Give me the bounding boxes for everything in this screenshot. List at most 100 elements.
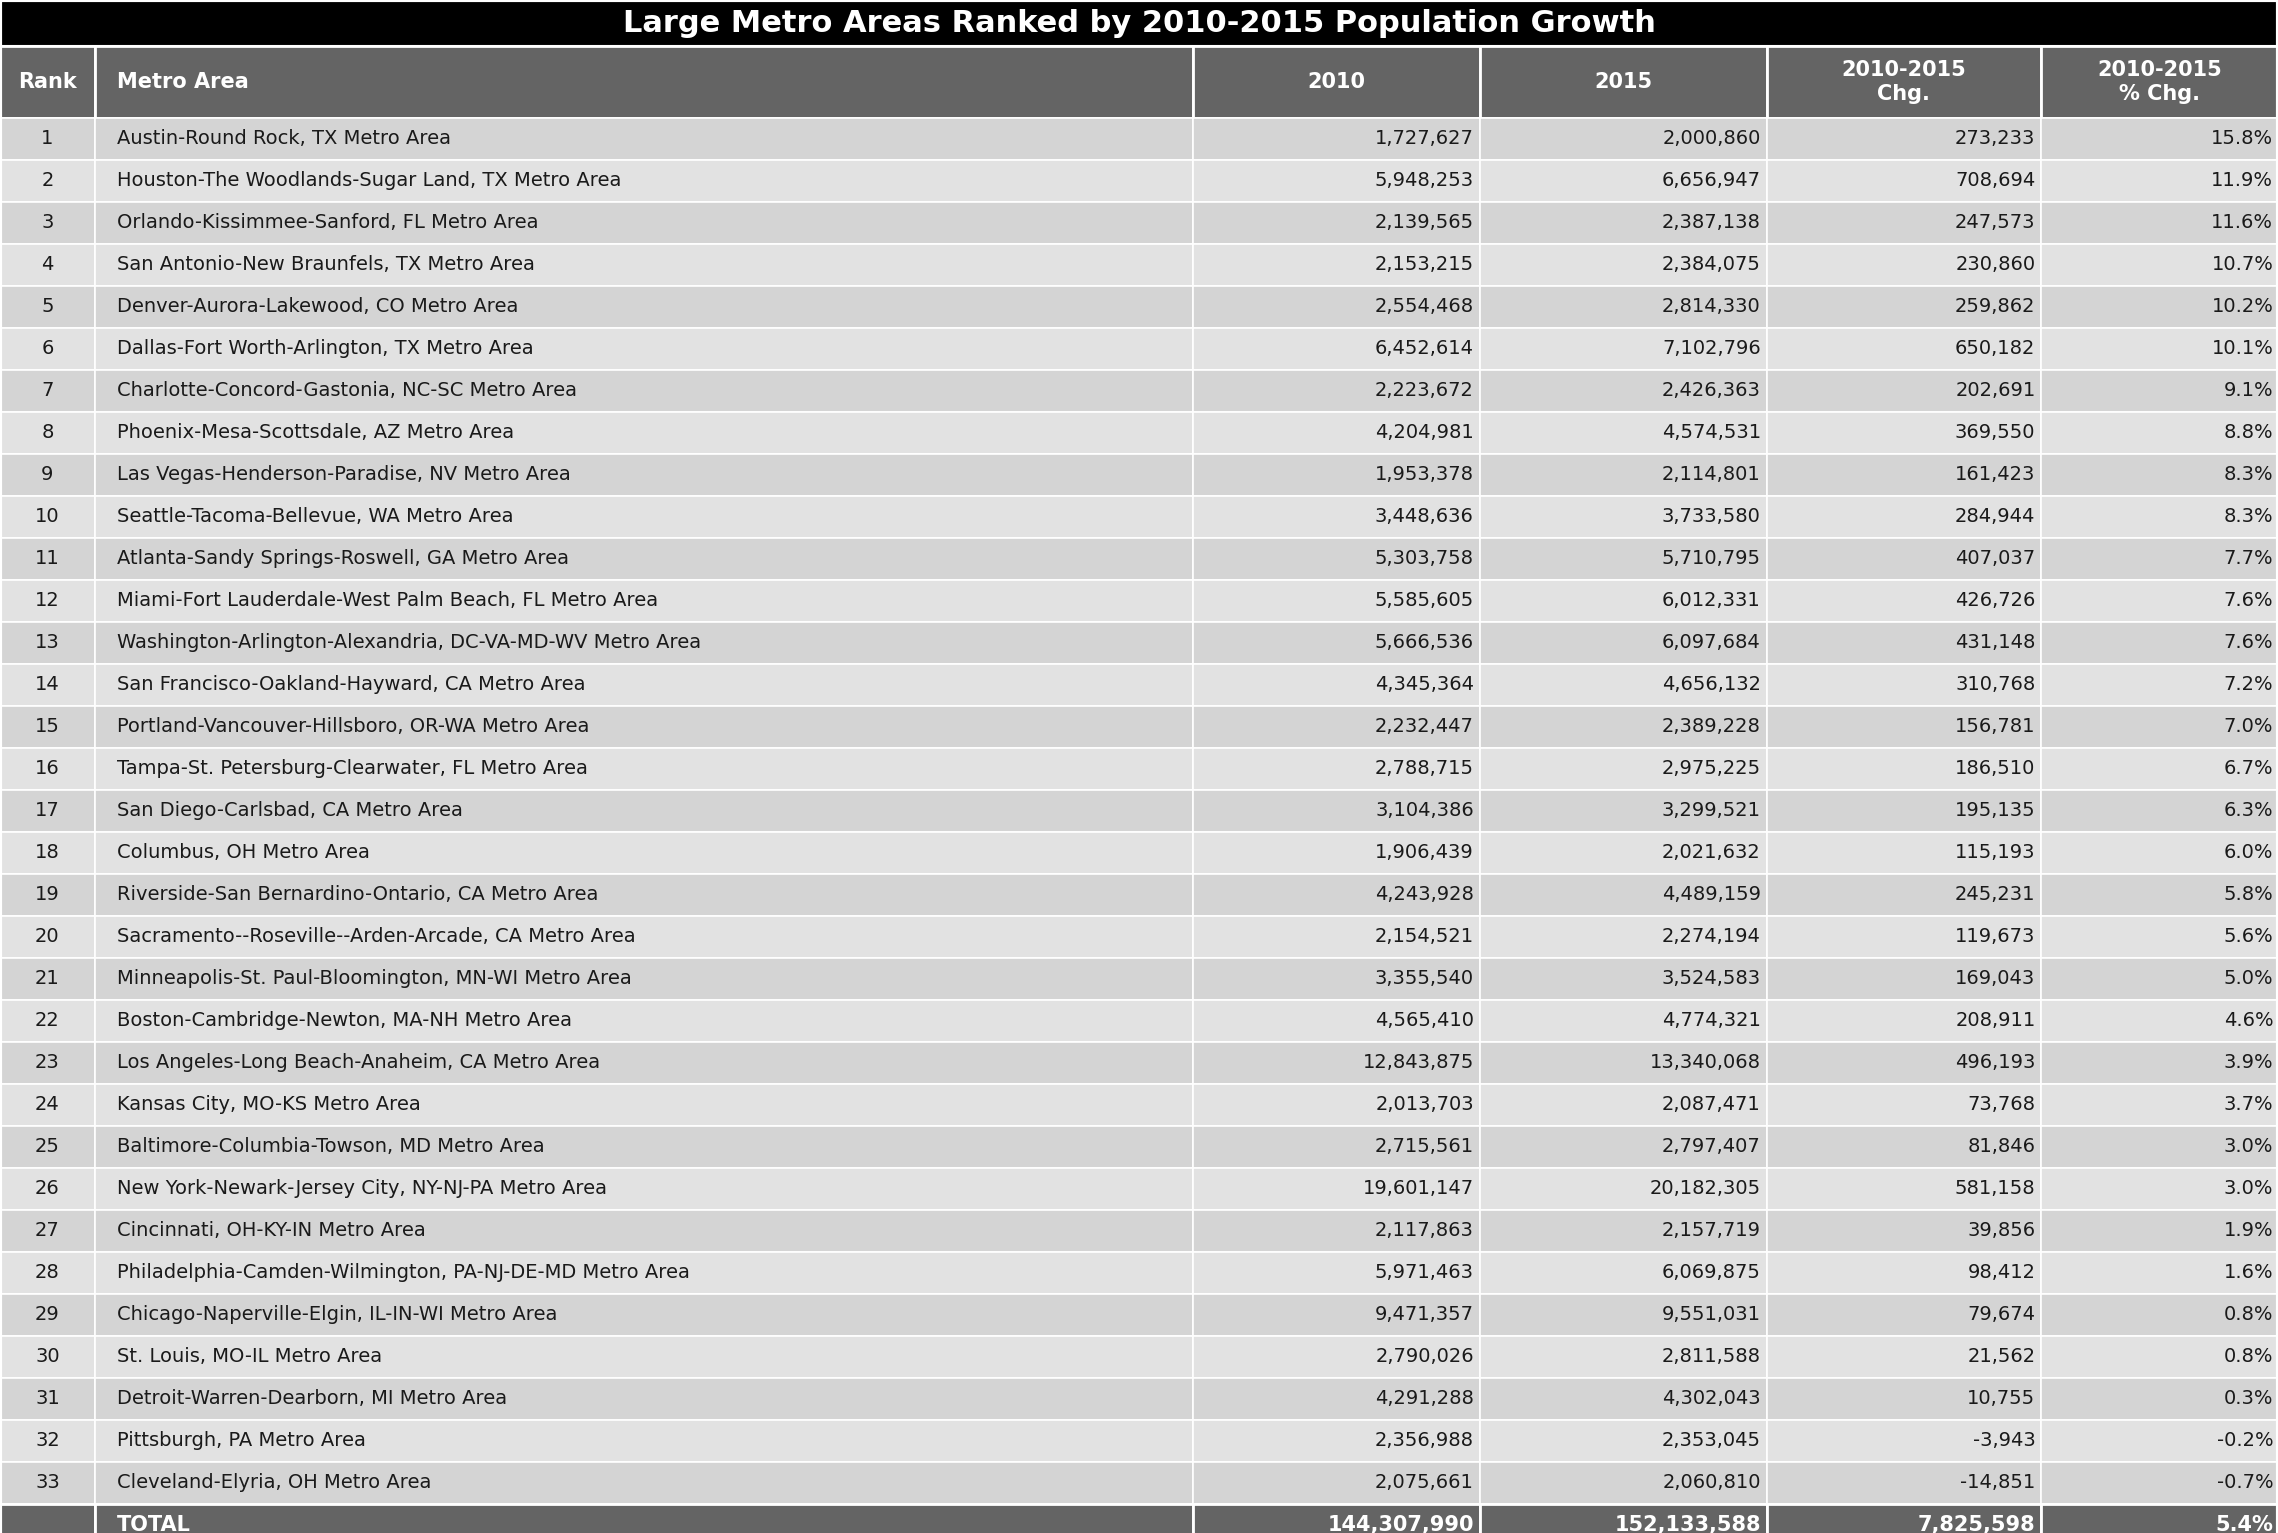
Bar	[2041, 118, 2278, 159]
Text: 7,825,598: 7,825,598	[1918, 1515, 2037, 1533]
Text: 156,781: 156,781	[1955, 717, 2037, 736]
Bar	[96, 1294, 1194, 1335]
Text: 169,043: 169,043	[1955, 969, 2037, 989]
Text: 6.0%: 6.0%	[2223, 843, 2273, 863]
Bar	[2041, 412, 2278, 454]
Bar	[1481, 369, 1765, 412]
Text: 581,158: 581,158	[1955, 1179, 2037, 1199]
Text: 3,448,636: 3,448,636	[1376, 507, 1474, 526]
Text: Rank: Rank	[18, 72, 77, 92]
Bar	[96, 287, 1194, 328]
Bar	[1194, 1168, 1481, 1210]
Text: Miami-Fort Lauderdale-West Palm Beach, FL Metro Area: Miami-Fort Lauderdale-West Palm Beach, F…	[116, 592, 658, 610]
Bar	[96, 789, 1194, 832]
Bar	[0, 46, 96, 118]
Text: Chicago-Naperville-Elgin, IL-IN-WI Metro Area: Chicago-Naperville-Elgin, IL-IN-WI Metro…	[116, 1306, 558, 1325]
Text: 11: 11	[34, 549, 59, 569]
Text: 2,356,988: 2,356,988	[1376, 1432, 1474, 1450]
Text: 30: 30	[34, 1348, 59, 1366]
Text: 5.6%: 5.6%	[2223, 927, 2273, 946]
Bar	[0, 1084, 96, 1127]
Text: 2,788,715: 2,788,715	[1376, 759, 1474, 779]
Bar	[1194, 1042, 1481, 1084]
Bar	[2041, 707, 2278, 748]
Bar	[96, 1462, 1194, 1504]
Bar	[1481, 497, 1765, 538]
Text: 202,691: 202,691	[1955, 382, 2037, 400]
Text: 7.7%: 7.7%	[2223, 549, 2273, 569]
Bar	[1765, 1294, 2041, 1335]
Text: 2,154,521: 2,154,521	[1374, 927, 1474, 946]
Text: 7: 7	[41, 382, 55, 400]
Bar	[2041, 328, 2278, 369]
Text: 7.6%: 7.6%	[2223, 592, 2273, 610]
Bar	[1765, 46, 2041, 118]
Bar	[96, 874, 1194, 917]
Bar	[1765, 1378, 2041, 1420]
Text: 4,565,410: 4,565,410	[1376, 1012, 1474, 1030]
Bar	[1481, 622, 1765, 664]
Text: 2,387,138: 2,387,138	[1663, 213, 1761, 233]
Bar	[1765, 1210, 2041, 1252]
Text: 9.1%: 9.1%	[2223, 382, 2273, 400]
Text: 4,345,364: 4,345,364	[1376, 676, 1474, 694]
Text: 426,726: 426,726	[1955, 592, 2037, 610]
Text: 1,953,378: 1,953,378	[1376, 466, 1474, 484]
Bar	[1481, 1252, 1765, 1294]
Bar	[0, 538, 96, 579]
Text: Los Angeles-Long Beach-Anaheim, CA Metro Area: Los Angeles-Long Beach-Anaheim, CA Metro…	[116, 1053, 599, 1073]
Bar	[2041, 958, 2278, 1000]
Bar	[1194, 707, 1481, 748]
Text: 2,797,407: 2,797,407	[1663, 1137, 1761, 1156]
Text: Philadelphia-Camden-Wilmington, PA-NJ-DE-MD Metro Area: Philadelphia-Camden-Wilmington, PA-NJ-DE…	[116, 1263, 690, 1283]
Bar	[96, 202, 1194, 244]
Text: 2,013,703: 2,013,703	[1376, 1096, 1474, 1114]
Text: 369,550: 369,550	[1955, 423, 2037, 443]
Bar	[1194, 789, 1481, 832]
Text: 195,135: 195,135	[1955, 802, 2037, 820]
Text: 6,069,875: 6,069,875	[1663, 1263, 1761, 1283]
Bar	[2041, 202, 2278, 244]
Text: 8: 8	[41, 423, 55, 443]
Bar	[96, 1335, 1194, 1378]
Text: 708,694: 708,694	[1955, 172, 2037, 190]
Bar	[1481, 46, 1765, 118]
Bar	[1481, 707, 1765, 748]
Bar	[0, 244, 96, 287]
Bar	[96, 958, 1194, 1000]
Text: 8.8%: 8.8%	[2223, 423, 2273, 443]
Text: 5,585,605: 5,585,605	[1374, 592, 1474, 610]
Text: 0.8%: 0.8%	[2223, 1348, 2273, 1366]
Text: 18: 18	[34, 843, 59, 863]
Bar	[0, 622, 96, 664]
Text: 2,139,565: 2,139,565	[1374, 213, 1474, 233]
Text: 2,554,468: 2,554,468	[1374, 297, 1474, 316]
Text: 2,715,561: 2,715,561	[1374, 1137, 1474, 1156]
Text: 152,133,588: 152,133,588	[1615, 1515, 1761, 1533]
Bar	[1481, 538, 1765, 579]
Bar	[2041, 1000, 2278, 1042]
Bar	[96, 1168, 1194, 1210]
Bar	[1765, 1252, 2041, 1294]
Bar	[96, 538, 1194, 579]
Text: 2,790,026: 2,790,026	[1376, 1348, 1474, 1366]
Bar	[0, 412, 96, 454]
Text: 259,862: 259,862	[1955, 297, 2037, 316]
Text: Pittsburgh, PA Metro Area: Pittsburgh, PA Metro Area	[116, 1432, 367, 1450]
Bar	[2041, 538, 2278, 579]
Bar	[1765, 369, 2041, 412]
Bar	[1765, 579, 2041, 622]
Text: 1: 1	[41, 129, 55, 149]
Bar	[1481, 454, 1765, 497]
Bar	[0, 454, 96, 497]
Text: 496,193: 496,193	[1955, 1053, 2037, 1073]
Bar	[0, 664, 96, 707]
Bar	[1194, 958, 1481, 1000]
Text: 31: 31	[34, 1389, 59, 1409]
Bar	[1765, 664, 2041, 707]
Text: 24: 24	[34, 1096, 59, 1114]
Text: 6,097,684: 6,097,684	[1663, 633, 1761, 653]
Bar	[2041, 1420, 2278, 1462]
Bar	[1194, 579, 1481, 622]
Bar	[1194, 874, 1481, 917]
